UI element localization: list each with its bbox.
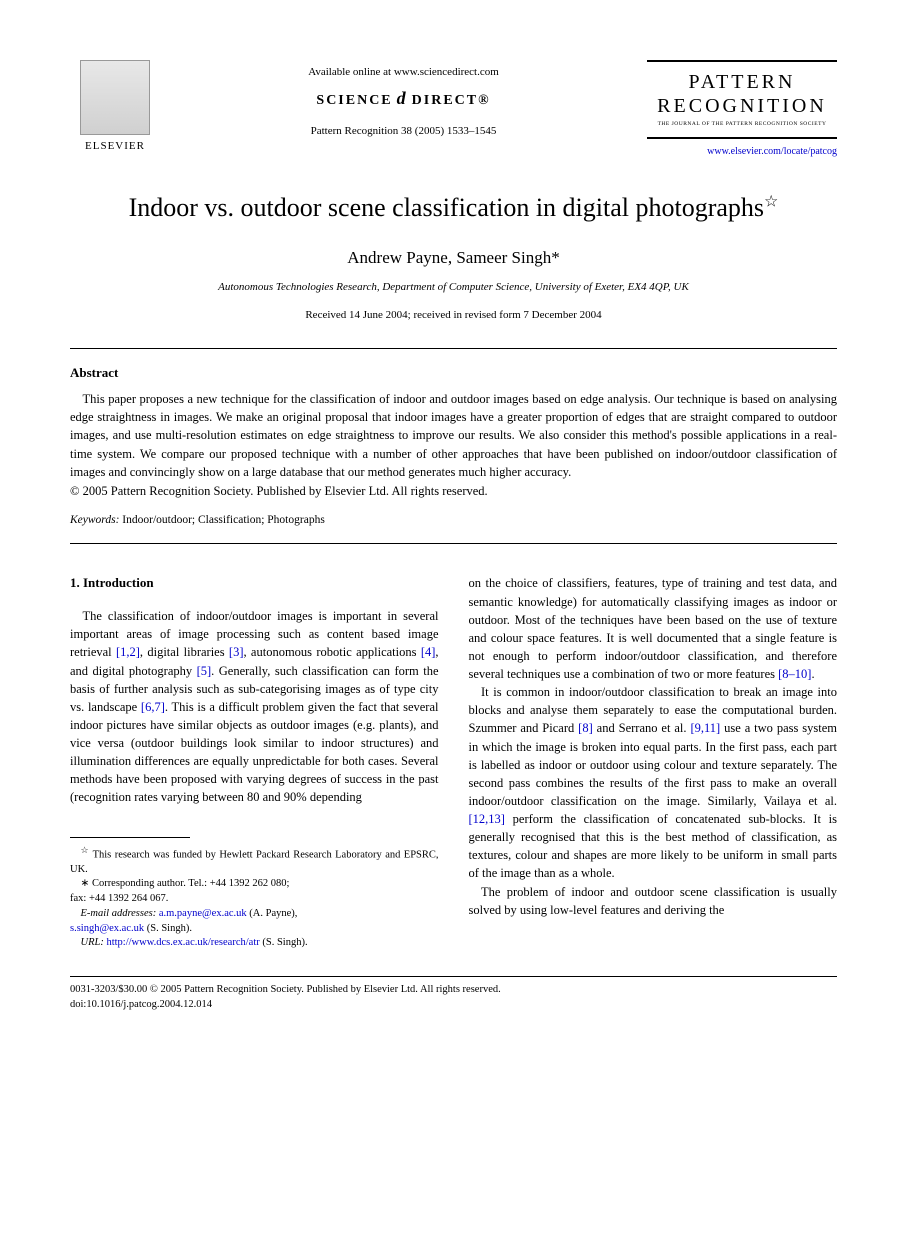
header-row: ELSEVIER Available online at www.science… (70, 60, 837, 160)
ref-link-4[interactable]: [4] (421, 645, 436, 659)
ref-link-3[interactable]: [3] (229, 645, 244, 659)
science-direct-left: SCIENCE (316, 93, 392, 108)
email-link-1[interactable]: a.m.payne@ex.ac.uk (159, 908, 247, 919)
footnote-url: URL: http://www.dcs.ex.ac.uk/research/at… (70, 936, 439, 951)
title-star-icon: ☆ (764, 193, 778, 210)
journal-url-link[interactable]: www.elsevier.com/locate/patcog (647, 145, 837, 159)
journal-logo-line2: RECOGNITION (651, 94, 833, 118)
abstract-heading: Abstract (70, 364, 837, 382)
intro-paragraph-1: The classification of indoor/outdoor ima… (70, 607, 439, 806)
footnote-fax: fax: +44 1392 264 067. (70, 892, 439, 907)
keywords: Keywords: Indoor/outdoor; Classification… (70, 512, 837, 528)
footnote-email2: s.singh@ex.ac.uk (S. Singh). (70, 922, 439, 937)
ref-link-1-2[interactable]: [1,2] (116, 645, 140, 659)
elsevier-tree-icon (80, 60, 150, 135)
science-direct-logo: SCIENCEdDIRECT® (160, 86, 647, 111)
journal-reference: Pattern Recognition 38 (2005) 1533–1545 (160, 124, 647, 139)
footnotes: ☆ This research was funded by Hewlett Pa… (70, 844, 439, 951)
ref-link-5[interactable]: [5] (197, 664, 212, 678)
column-left: 1. Introduction The classification of in… (70, 574, 439, 951)
footnote-corr-mark: ∗ (81, 878, 90, 889)
affiliation: Autonomous Technologies Research, Depart… (70, 280, 837, 295)
ref-link-8[interactable]: [8] (578, 721, 593, 735)
received-dates: Received 14 June 2004; received in revis… (70, 308, 837, 323)
authors: Andrew Payne, Sameer Singh* (70, 246, 837, 270)
journal-logo-line1: PATTERN (651, 70, 833, 94)
journal-logo: PATTERN RECOGNITION THE JOURNAL OF THE P… (647, 60, 837, 139)
keywords-text: Indoor/outdoor; Classification; Photogra… (119, 514, 324, 526)
sciencedirect-d-icon: d (393, 86, 412, 111)
intro-paragraph-2: It is common in indoor/outdoor classific… (469, 683, 838, 882)
body-columns: 1. Introduction The classification of in… (70, 574, 837, 951)
science-direct-right: DIRECT® (412, 93, 491, 108)
footer-doi: doi:10.1016/j.patcog.2004.12.014 (70, 998, 837, 1013)
corresponding-mark: * (551, 248, 560, 267)
abstract-text: This paper proposes a new technique for … (70, 390, 837, 481)
url-label: URL: (81, 937, 104, 948)
keywords-label: Keywords: (70, 514, 119, 526)
column-right: on the choice of classifiers, features, … (469, 574, 838, 951)
section-1-heading: 1. Introduction (70, 574, 439, 593)
url-link[interactable]: http://www.dcs.ex.ac.uk/research/atr (106, 937, 259, 948)
footnote-funding: ☆ This research was funded by Hewlett Pa… (70, 844, 439, 878)
footer-rule (70, 976, 837, 977)
footer-copyright: 0031-3203/$30.00 © 2005 Pattern Recognit… (70, 983, 837, 998)
rule-below-keywords (70, 543, 837, 544)
intro-paragraph-1-cont: on the choice of classifiers, features, … (469, 574, 838, 683)
footnote-corresponding: ∗ Corresponding author. Tel.: +44 1392 2… (70, 877, 439, 892)
ref-link-9-11[interactable]: [9,11] (690, 721, 720, 735)
email-link-2[interactable]: s.singh@ex.ac.uk (70, 923, 144, 934)
ref-link-12-13[interactable]: [12,13] (469, 812, 505, 826)
publisher-name: ELSEVIER (85, 139, 145, 154)
footer: 0031-3203/$30.00 © 2005 Pattern Recognit… (70, 983, 837, 1012)
abstract-copyright: © 2005 Pattern Recognition Society. Publ… (70, 483, 837, 501)
intro-paragraph-3: The problem of indoor and outdoor scene … (469, 883, 838, 919)
journal-logo-box: PATTERN RECOGNITION THE JOURNAL OF THE P… (647, 60, 837, 159)
available-online-text: Available online at www.sciencedirect.co… (160, 65, 647, 80)
center-header: Available online at www.sciencedirect.co… (160, 60, 647, 139)
paper-title: Indoor vs. outdoor scene classification … (70, 190, 837, 226)
publisher-logo: ELSEVIER (70, 60, 160, 160)
journal-logo-subtitle: THE JOURNAL OF THE PATTERN RECOGNITION S… (651, 121, 833, 129)
rule-above-abstract (70, 348, 837, 349)
email-label: E-mail addresses: (81, 908, 157, 919)
footnote-rule (70, 837, 190, 838)
footnote-emails: E-mail addresses: a.m.payne@ex.ac.uk (A.… (70, 907, 439, 922)
ref-link-6-7[interactable]: [6,7] (141, 700, 165, 714)
ref-link-8-10[interactable]: [8–10] (778, 667, 811, 681)
